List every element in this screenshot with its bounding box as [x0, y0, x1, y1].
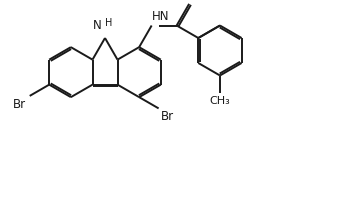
Text: Br: Br [13, 98, 26, 111]
Text: CH₃: CH₃ [210, 97, 230, 106]
Text: HN: HN [152, 11, 169, 23]
Text: H: H [105, 18, 113, 28]
Text: N: N [93, 19, 101, 32]
Text: O: O [191, 0, 200, 2]
Text: Br: Br [161, 110, 174, 123]
